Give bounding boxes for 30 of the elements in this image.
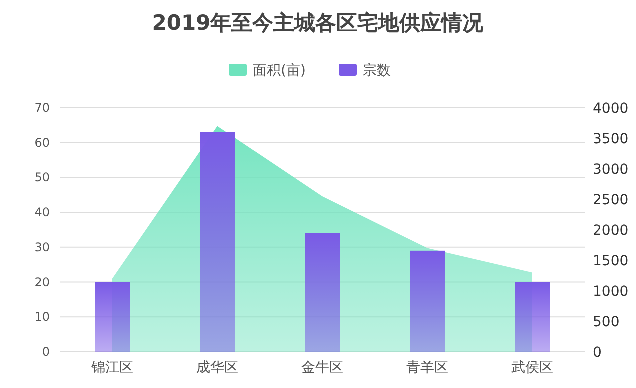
y2-tick-label: 1000 xyxy=(593,284,629,300)
y2-tick-label: 0 xyxy=(593,345,602,361)
y2-tick-label: 1500 xyxy=(593,254,629,270)
y2-tick-label: 3000 xyxy=(593,162,629,178)
y2-tick-label: 2000 xyxy=(593,223,629,239)
y-tick-label: 10 xyxy=(34,310,50,324)
bar xyxy=(200,132,235,352)
chart-title: 2019年至今主城各区宅地供应情况 xyxy=(152,11,485,35)
bar xyxy=(305,233,340,352)
bar xyxy=(515,282,550,352)
x-tick-label: 金牛区 xyxy=(302,360,344,376)
y-tick-label: 40 xyxy=(34,206,50,220)
y-tick-label: 60 xyxy=(34,136,50,150)
y-tick-label: 20 xyxy=(34,275,50,290)
y2-tick-label: 4000 xyxy=(593,101,629,117)
y-tick-label: 0 xyxy=(42,345,50,359)
bar xyxy=(95,282,130,352)
legend-label: 面积(亩) xyxy=(253,63,306,79)
x-tick-label: 成华区 xyxy=(196,360,238,376)
x-tick-label: 锦江区 xyxy=(90,360,134,376)
y2-tick-label: 3500 xyxy=(593,132,629,148)
legend-label: 宗数 xyxy=(363,63,391,79)
y2-tick-label: 2500 xyxy=(593,192,629,208)
y-tick-label: 50 xyxy=(34,170,50,185)
y-tick-label: 30 xyxy=(34,240,50,254)
x-tick-label: 青羊区 xyxy=(406,360,448,376)
y-tick-label: 70 xyxy=(34,101,50,115)
y2-tick-label: 500 xyxy=(593,314,620,330)
x-tick-label: 武侯区 xyxy=(512,360,554,376)
bar xyxy=(410,250,445,352)
